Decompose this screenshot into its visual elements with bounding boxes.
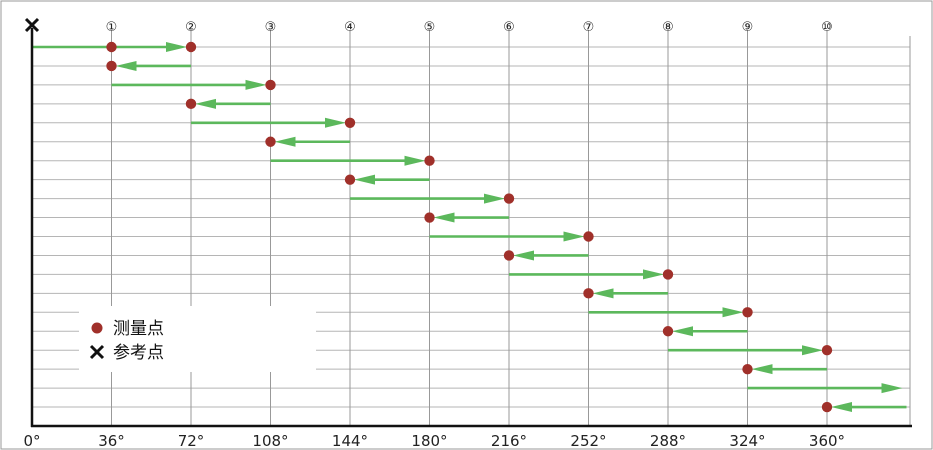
position-label: ② bbox=[185, 20, 197, 35]
measurement-point bbox=[821, 401, 833, 413]
arrow-head bbox=[563, 231, 585, 242]
arrow-head bbox=[751, 364, 773, 375]
x-tick-label: 144° bbox=[332, 432, 368, 450]
measurement-point bbox=[344, 117, 356, 128]
x-tick-label: 360° bbox=[809, 432, 845, 450]
arrow-head bbox=[722, 307, 744, 318]
x-tick-label: 252° bbox=[570, 432, 606, 450]
arrow-layer bbox=[32, 42, 907, 413]
x-tick-label: 108° bbox=[252, 432, 288, 450]
position-label: ④ bbox=[344, 20, 356, 35]
arrow-head bbox=[433, 212, 455, 223]
x-tick-label: 180° bbox=[411, 432, 447, 450]
arrow-head bbox=[802, 345, 823, 356]
arrow-head bbox=[195, 98, 216, 109]
x-tick-label: 72° bbox=[178, 432, 205, 450]
arrow-head bbox=[643, 269, 664, 280]
reference-point-cross bbox=[24, 17, 40, 33]
measurement-point bbox=[106, 41, 117, 53]
position-label: ① bbox=[106, 20, 118, 35]
legend-dot-icon bbox=[91, 322, 103, 334]
legend-box bbox=[79, 306, 316, 372]
arrow-head bbox=[325, 117, 346, 128]
arrow-head bbox=[274, 136, 296, 147]
arrow-head bbox=[354, 174, 375, 185]
arrow-head bbox=[881, 383, 903, 394]
x-tick-label: 324° bbox=[729, 432, 765, 450]
position-label: ⑩ bbox=[821, 20, 833, 35]
x-tick-label: 36° bbox=[98, 432, 125, 450]
x-tick-label: 0° bbox=[23, 432, 40, 450]
point-layer bbox=[106, 41, 833, 413]
arrow-head bbox=[831, 402, 852, 413]
arrow-head bbox=[245, 79, 267, 90]
axes bbox=[24, 17, 912, 428]
measurement-point bbox=[424, 155, 435, 166]
measurement-point bbox=[742, 363, 753, 375]
position-label: ③ bbox=[265, 20, 277, 35]
arrow-head bbox=[115, 60, 137, 71]
legend-cross-icon bbox=[89, 344, 105, 360]
position-label: ⑦ bbox=[583, 20, 595, 35]
arrow-head bbox=[592, 288, 614, 299]
arrow-head bbox=[513, 250, 534, 261]
arrow-head bbox=[166, 42, 187, 52]
position-label: ⑤ bbox=[424, 20, 436, 35]
label-layer: 0° 36° 72° 108° 144° 180° 216° 252° 288° 324° 360°… bbox=[23, 20, 845, 450]
legend-label: 参考点 bbox=[113, 343, 164, 363]
measurement-point bbox=[106, 60, 117, 72]
measurement-point bbox=[821, 345, 833, 356]
arrow-head bbox=[484, 193, 505, 204]
measurement-point bbox=[583, 288, 594, 299]
legend-label: 测量点 bbox=[113, 319, 164, 339]
measurement-point bbox=[662, 269, 674, 280]
position-label: ⑧ bbox=[662, 20, 674, 35]
measurement-point bbox=[185, 98, 197, 110]
measurement-point bbox=[503, 193, 515, 204]
measurement-point bbox=[583, 231, 594, 242]
measurement-point bbox=[265, 136, 276, 147]
measurement-point bbox=[503, 250, 515, 261]
position-label: ⑨ bbox=[742, 20, 754, 35]
x-tick-label: 216° bbox=[491, 432, 527, 450]
x-tick-label: 288° bbox=[650, 432, 686, 450]
position-label: ⑥ bbox=[503, 20, 515, 35]
arrow-head bbox=[404, 155, 426, 166]
measurement-point bbox=[424, 212, 435, 223]
measurement-point bbox=[185, 41, 197, 53]
measurement-point bbox=[265, 79, 276, 91]
measurement-point bbox=[742, 307, 753, 318]
measurement-point bbox=[662, 326, 674, 337]
arrow-head bbox=[672, 326, 693, 337]
measurement-point bbox=[344, 174, 356, 185]
